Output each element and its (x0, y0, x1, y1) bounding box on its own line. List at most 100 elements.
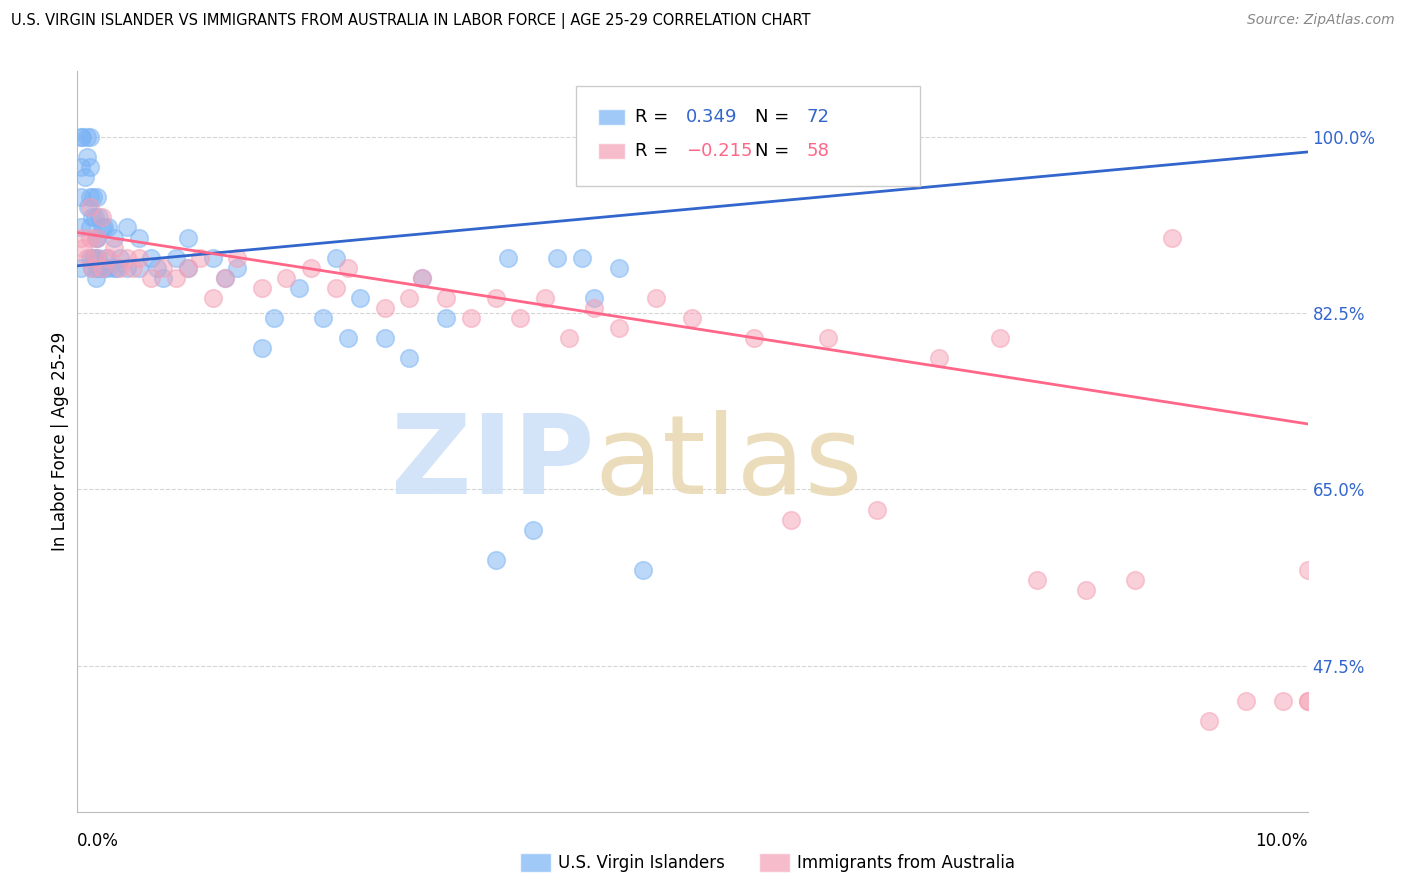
Text: U.S. VIRGIN ISLANDER VS IMMIGRANTS FROM AUSTRALIA IN LABOR FORCE | AGE 25-29 COR: U.S. VIRGIN ISLANDER VS IMMIGRANTS FROM … (11, 13, 811, 29)
Point (276, 270, 298, 285)
Point (398, 291, 420, 305)
Point (82, 260, 104, 275)
FancyBboxPatch shape (575, 87, 920, 186)
Text: R =: R = (634, 143, 673, 161)
Point (485, 553, 508, 567)
Point (496, 251, 519, 265)
Point (103, 230, 125, 244)
Point (633, 563, 655, 577)
Point (349, 291, 371, 305)
Point (607, 260, 630, 275)
Point (250, 281, 273, 295)
Point (374, 331, 396, 345)
Point (817, 331, 839, 345)
Point (87, 251, 110, 265)
Point (152, 260, 174, 275)
Point (165, 270, 187, 285)
Point (86, 260, 108, 275)
Point (165, 251, 187, 265)
Text: −0.215: −0.215 (686, 143, 752, 161)
Point (82, 260, 104, 275)
Point (97, 251, 120, 265)
Point (79, 190, 101, 204)
Text: ZIP: ZIP (391, 410, 595, 517)
Point (115, 251, 138, 265)
Point (226, 251, 249, 265)
Point (83, 251, 105, 265)
Point (583, 291, 606, 305)
Point (1296, 694, 1319, 708)
Point (1234, 694, 1257, 708)
Point (509, 311, 531, 326)
Point (988, 331, 1011, 345)
Point (398, 351, 420, 366)
Point (141, 270, 163, 285)
Point (90, 211, 114, 225)
Point (82, 190, 104, 204)
Point (607, 321, 630, 335)
Text: U.S. Virgin Islanders: U.S. Virgin Islanders (558, 854, 725, 871)
Point (1296, 563, 1319, 577)
Point (83, 211, 105, 225)
Point (103, 241, 125, 255)
Point (141, 251, 163, 265)
Point (128, 260, 150, 275)
Point (460, 311, 482, 326)
Point (583, 301, 606, 315)
Point (152, 270, 174, 285)
Point (214, 270, 236, 285)
Text: atlas: atlas (595, 410, 862, 517)
Point (70, 220, 93, 235)
Point (89, 211, 111, 225)
Point (177, 260, 200, 275)
Point (90, 260, 114, 275)
Text: 72: 72 (807, 108, 830, 127)
Point (93, 260, 115, 275)
Text: Source: ZipAtlas.com: Source: ZipAtlas.com (1247, 13, 1395, 28)
Point (522, 523, 544, 537)
Point (128, 251, 150, 265)
Text: N =: N = (755, 143, 796, 161)
Point (86, 230, 108, 244)
Point (110, 251, 132, 265)
Point (337, 260, 360, 275)
Point (97, 260, 120, 275)
Point (325, 281, 347, 295)
Point (436, 311, 458, 326)
Point (1026, 573, 1049, 587)
Point (1076, 583, 1098, 598)
Point (70, 230, 93, 244)
Point (79, 129, 101, 144)
Point (325, 251, 347, 265)
Y-axis label: In Labor Force | Age 25-29: In Labor Force | Age 25-29 (51, 332, 69, 551)
Point (115, 220, 138, 235)
Point (76, 150, 98, 164)
Point (250, 342, 273, 356)
Point (411, 270, 433, 285)
Text: Immigrants from Australia: Immigrants from Australia (797, 854, 1015, 871)
Point (86, 230, 108, 244)
Point (546, 251, 568, 265)
Point (84, 251, 107, 265)
Point (90, 220, 114, 235)
Point (89, 260, 111, 275)
Point (79, 200, 101, 214)
Point (70, 160, 93, 174)
FancyBboxPatch shape (598, 109, 624, 126)
Text: 0.349: 0.349 (686, 108, 738, 127)
Point (177, 260, 200, 275)
Point (79, 160, 101, 174)
Point (70, 260, 93, 275)
Point (534, 291, 557, 305)
Text: 10.0%: 10.0% (1256, 832, 1308, 850)
Point (866, 502, 889, 516)
Point (411, 270, 433, 285)
Text: N =: N = (755, 108, 796, 127)
Point (1161, 230, 1184, 244)
Text: 58: 58 (807, 143, 830, 161)
Point (263, 311, 285, 326)
Point (188, 251, 212, 265)
Point (742, 331, 765, 345)
Point (82, 251, 104, 265)
Point (93, 220, 115, 235)
